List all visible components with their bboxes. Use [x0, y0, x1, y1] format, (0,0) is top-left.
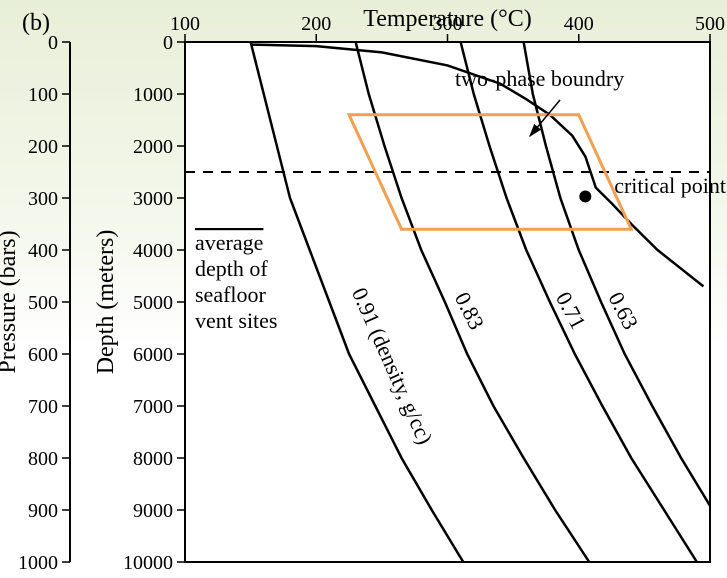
pressure-tick-label: 700 — [28, 396, 58, 418]
pressure-tick-label: 100 — [28, 84, 58, 106]
x-tick-label: 100 — [170, 13, 200, 35]
critical-point-label: critical point — [614, 173, 726, 198]
pressure-tick-label: 0 — [48, 32, 58, 54]
two-phase-label: two-phase boundry — [455, 66, 624, 91]
depth-tick-label: 7000 — [133, 396, 173, 418]
x-tick-label: 400 — [564, 13, 594, 35]
pressure-tick-label: 400 — [28, 240, 58, 262]
depth-tick-label: 2000 — [133, 136, 173, 158]
pressure-axis-title: Pressure (bars) — [0, 230, 21, 373]
pressure-tick-label: 600 — [28, 344, 58, 366]
x-tick-label: 500 — [695, 13, 725, 35]
depth-tick-label: 8000 — [133, 448, 173, 470]
depth-tick-label: 3000 — [133, 188, 173, 210]
depth-tick-label: 0 — [163, 32, 173, 54]
pressure-tick-label: 800 — [28, 448, 58, 470]
depth-tick-label: 6000 — [133, 344, 173, 366]
depth-tick-label: 1000 — [133, 84, 173, 106]
pressure-tick-label: 1000 — [18, 552, 58, 574]
pressure-tick-label: 900 — [28, 500, 58, 522]
pressure-tick-label: 300 — [28, 188, 58, 210]
panel-label: (b) — [22, 10, 50, 36]
depth-tick-label: 9000 — [133, 500, 173, 522]
depth-axis-title: Depth (meters) — [93, 230, 119, 375]
x-tick-label: 200 — [301, 13, 331, 35]
depth-tick-label: 5000 — [133, 292, 173, 314]
x-tick-label: 300 — [433, 13, 463, 35]
depth-tick-label: 4000 — [133, 240, 173, 262]
critical-point-marker — [579, 190, 591, 202]
depth-tick-label: 10000 — [123, 552, 173, 574]
pressure-tick-label: 500 — [28, 292, 58, 314]
pressure-tick-label: 200 — [28, 136, 58, 158]
